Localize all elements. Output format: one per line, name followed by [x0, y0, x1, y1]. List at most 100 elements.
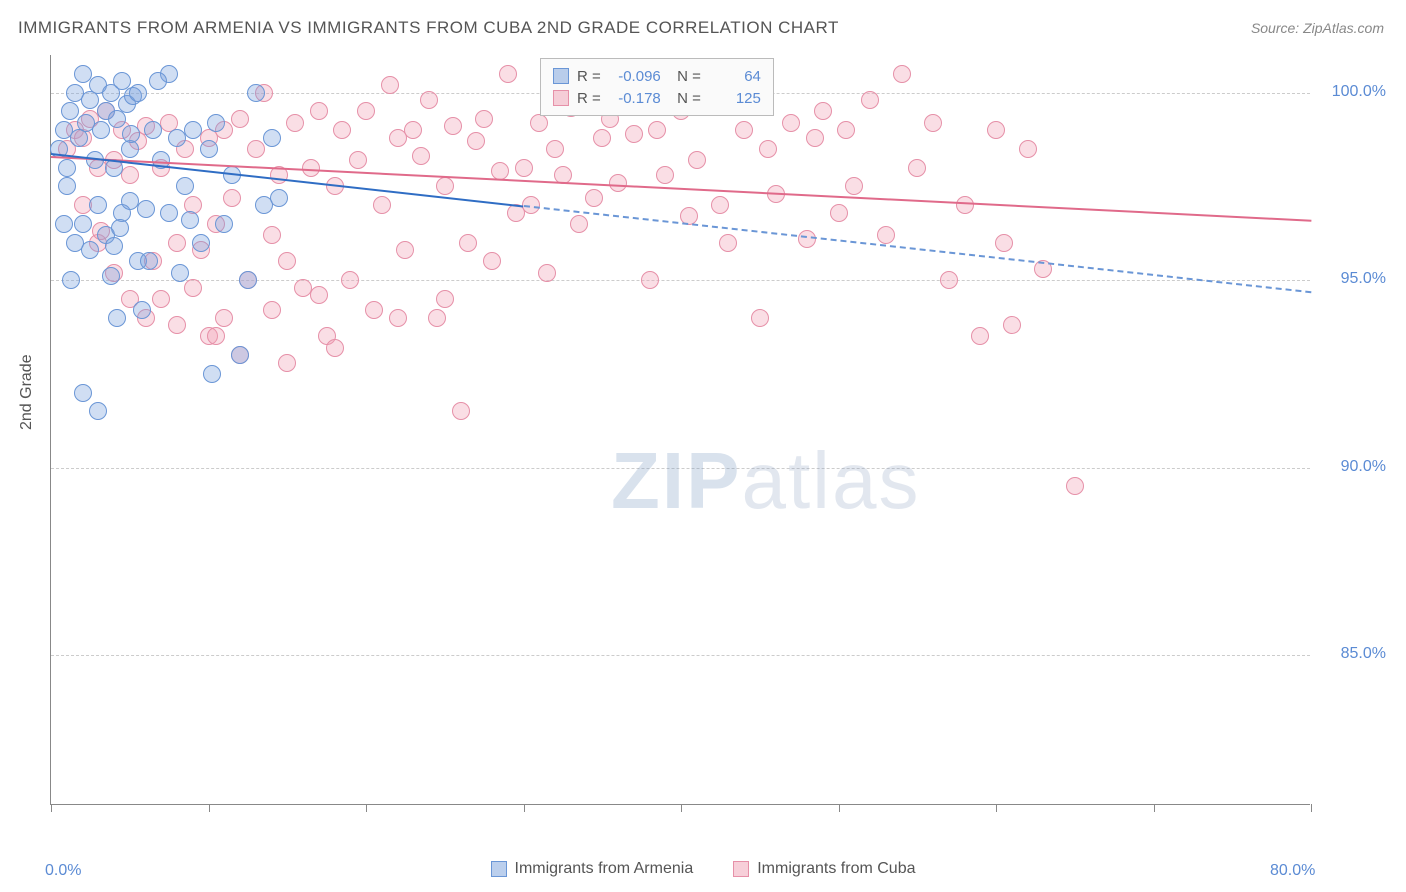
- scatter-point: [499, 65, 517, 83]
- scatter-point: [133, 301, 151, 319]
- scatter-point: [263, 226, 281, 244]
- scatter-point: [452, 402, 470, 420]
- scatter-point: [365, 301, 383, 319]
- scatter-point: [688, 151, 706, 169]
- scatter-point: [1019, 140, 1037, 158]
- scatter-point: [74, 384, 92, 402]
- scatter-point: [893, 65, 911, 83]
- scatter-point: [326, 339, 344, 357]
- scatter-point: [924, 114, 942, 132]
- scatter-point: [436, 290, 454, 308]
- scatter-point: [310, 102, 328, 120]
- scatter-point: [759, 140, 777, 158]
- scatter-point: [908, 159, 926, 177]
- scatter-point: [719, 234, 737, 252]
- scatter-point: [89, 196, 107, 214]
- scatter-point: [341, 271, 359, 289]
- scatter-point: [140, 252, 158, 270]
- scatter-point: [995, 234, 1013, 252]
- scatter-point: [247, 140, 265, 158]
- scatter-point: [357, 102, 375, 120]
- ytick-label: 95.0%: [1341, 270, 1386, 288]
- xtick: [524, 804, 525, 812]
- scatter-point: [203, 365, 221, 383]
- y-axis-label: 2nd Grade: [18, 354, 36, 430]
- scatter-point: [735, 121, 753, 139]
- ytick-label: 85.0%: [1341, 645, 1386, 663]
- scatter-point: [404, 121, 422, 139]
- scatter-point: [396, 241, 414, 259]
- scatter-point: [806, 129, 824, 147]
- scatter-point: [711, 196, 729, 214]
- legend-label-cuba: Immigrants from Cuba: [757, 860, 915, 878]
- legend-bottom: Immigrants from Armenia Immigrants from …: [0, 860, 1406, 878]
- scatter-point: [412, 147, 430, 165]
- scatter-point: [247, 84, 265, 102]
- legend-label-armenia: Immigrants from Armenia: [515, 860, 694, 878]
- scatter-point: [207, 327, 225, 345]
- scatter-point: [483, 252, 501, 270]
- scatter-point: [149, 72, 167, 90]
- scatter-point: [152, 290, 170, 308]
- scatter-point: [102, 267, 120, 285]
- scatter-point: [278, 354, 296, 372]
- scatter-point: [648, 121, 666, 139]
- scatter-point: [861, 91, 879, 109]
- scatter-point: [207, 114, 225, 132]
- scatter-point: [81, 241, 99, 259]
- scatter-point: [270, 189, 288, 207]
- scatter-point: [122, 125, 140, 143]
- scatter-point: [956, 196, 974, 214]
- scatter-point: [231, 346, 249, 364]
- chart-title: IMMIGRANTS FROM ARMENIA VS IMMIGRANTS FR…: [18, 18, 839, 38]
- scatter-point: [837, 121, 855, 139]
- scatter-point: [310, 286, 328, 304]
- scatter-point: [373, 196, 391, 214]
- scatter-point: [58, 177, 76, 195]
- stats-legend: R = -0.096 N = 64 R = -0.178 N = 125: [540, 58, 774, 116]
- gridline: [51, 468, 1310, 469]
- scatter-point: [61, 102, 79, 120]
- xtick: [209, 804, 210, 812]
- gridline: [51, 655, 1310, 656]
- scatter-point: [215, 309, 233, 327]
- scatter-point: [546, 140, 564, 158]
- scatter-point: [585, 189, 603, 207]
- scatter-point: [263, 129, 281, 147]
- scatter-point: [420, 91, 438, 109]
- source-label: Source: ZipAtlas.com: [1251, 20, 1384, 36]
- scatter-point: [74, 65, 92, 83]
- xtick: [51, 804, 52, 812]
- scatter-point: [333, 121, 351, 139]
- swatch-armenia: [491, 861, 507, 877]
- scatter-point: [444, 117, 462, 135]
- scatter-point: [176, 177, 194, 195]
- scatter-point: [144, 121, 162, 139]
- legend-item-cuba: Immigrants from Cuba: [733, 860, 915, 878]
- plot-area: ZIPatlas: [50, 55, 1310, 805]
- scatter-point: [89, 402, 107, 420]
- scatter-point: [641, 271, 659, 289]
- scatter-point: [231, 110, 249, 128]
- scatter-point: [62, 271, 80, 289]
- scatter-point: [877, 226, 895, 244]
- scatter-point: [530, 114, 548, 132]
- scatter-point: [459, 234, 477, 252]
- scatter-point: [436, 177, 454, 195]
- ytick-label: 90.0%: [1341, 458, 1386, 476]
- scatter-point: [181, 211, 199, 229]
- scatter-point: [389, 309, 407, 327]
- xtick: [996, 804, 997, 812]
- scatter-point: [428, 309, 446, 327]
- scatter-point: [609, 174, 627, 192]
- xtick: [1154, 804, 1155, 812]
- scatter-point: [467, 132, 485, 150]
- scatter-point: [92, 121, 110, 139]
- xtick: [1311, 804, 1312, 812]
- scatter-point: [263, 301, 281, 319]
- scatter-point: [200, 140, 218, 158]
- scatter-point: [1066, 477, 1084, 495]
- scatter-point: [625, 125, 643, 143]
- ytick-label: 100.0%: [1332, 83, 1386, 101]
- scatter-point: [286, 114, 304, 132]
